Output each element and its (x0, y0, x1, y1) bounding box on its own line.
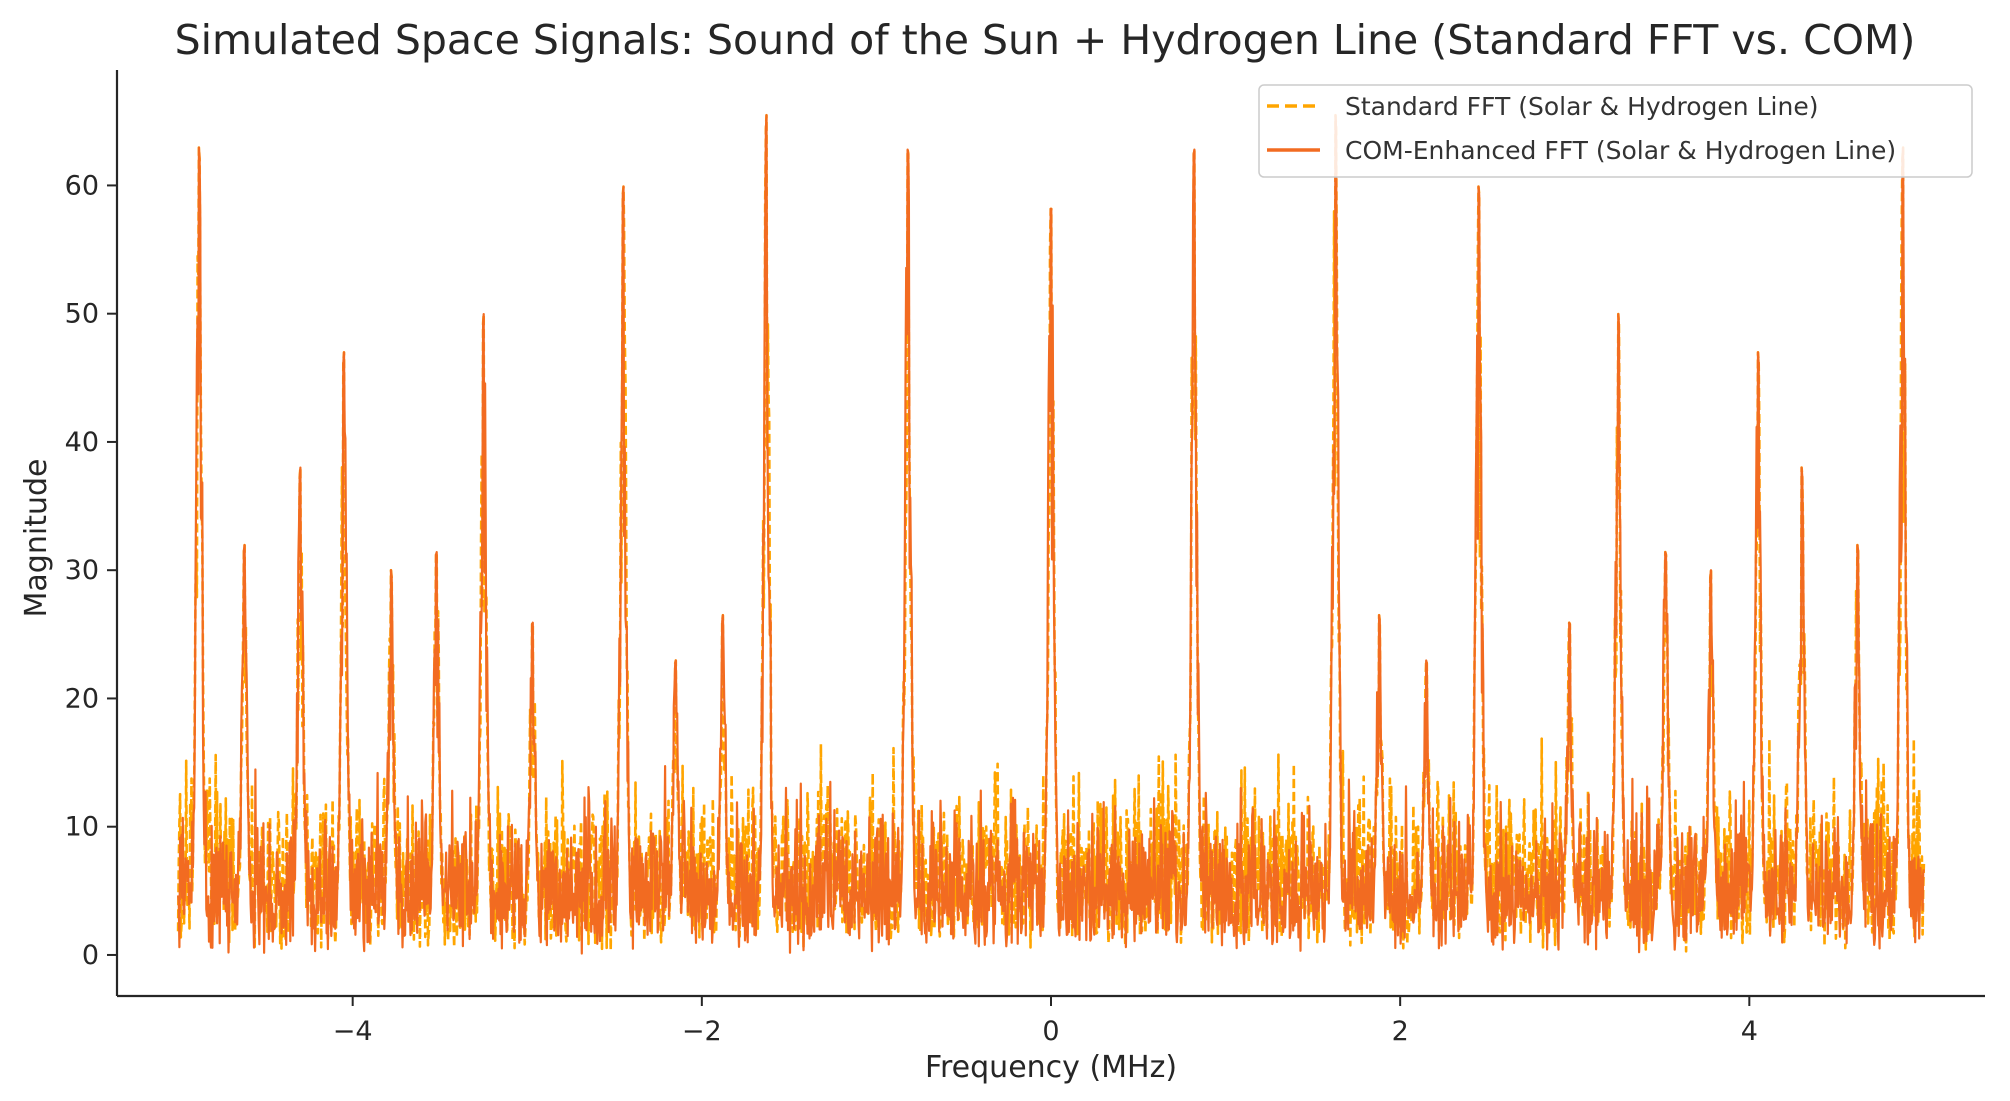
x-ticks: −4 −2 0 2 4 (333, 996, 1758, 1047)
x-tick-label: −2 (682, 1016, 722, 1047)
x-tick-label: −4 (333, 1016, 373, 1047)
y-tick-label: 20 (65, 683, 99, 714)
y-tick-label: 60 (65, 170, 99, 201)
y-ticks: 0 10 20 30 40 50 60 (65, 170, 117, 971)
legend-label-com-fft: COM-Enhanced FFT (Solar & Hydrogen Line) (1345, 136, 1896, 165)
legend-label-standard-fft: Standard FFT (Solar & Hydrogen Line) (1345, 92, 1818, 121)
y-tick-label: 50 (65, 299, 99, 330)
y-axis-title: Magnitude (19, 459, 54, 618)
y-tick-label: 30 (65, 555, 99, 586)
y-tick-label: 0 (82, 940, 99, 971)
x-tick-label: 2 (1392, 1016, 1409, 1047)
x-tick-label: 4 (1741, 1016, 1758, 1047)
y-tick-label: 10 (65, 812, 99, 843)
plot-series (176, 113, 1926, 955)
legend: Standard FFT (Solar & Hydrogen Line) COM… (1258, 84, 1973, 178)
y-tick-label: 40 (65, 427, 99, 458)
x-axis-title: Frequency (MHz) (925, 1050, 1177, 1085)
legend-box (1258, 84, 1973, 178)
chart-title: Simulated Space Signals: Sound of the Su… (175, 16, 1916, 64)
series-line-com-fft (177, 114, 1925, 955)
x-tick-label: 0 (1042, 1016, 1059, 1047)
